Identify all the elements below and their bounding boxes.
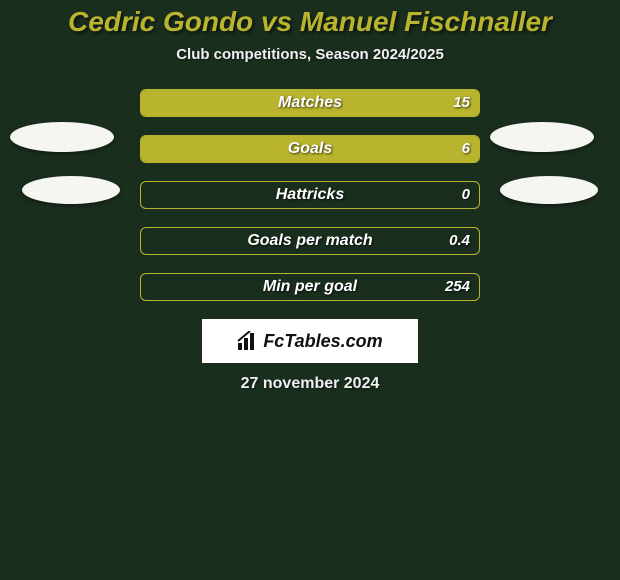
decorative-ellipse <box>22 176 120 204</box>
stat-value: 0 <box>462 181 470 209</box>
stat-row: Goals per match0.4 <box>0 227 620 255</box>
stat-track <box>140 135 480 163</box>
brand-text: FcTables.com <box>263 331 382 352</box>
stat-value: 254 <box>445 273 470 301</box>
comparison-title: Cedric Gondo vs Manuel Fischnaller <box>0 0 620 38</box>
brand-logo: FcTables.com <box>202 319 418 363</box>
decorative-ellipse <box>500 176 598 204</box>
stat-value: 15 <box>453 89 470 117</box>
comparison-subtitle: Club competitions, Season 2024/2025 <box>0 46 620 63</box>
footer-date: 27 november 2024 <box>0 375 620 393</box>
stat-value: 6 <box>462 135 470 163</box>
stat-row: Min per goal254 <box>0 273 620 301</box>
stat-value: 0.4 <box>449 227 470 255</box>
stat-row: Matches15 <box>0 89 620 117</box>
bars-icon <box>237 331 259 351</box>
stat-fill <box>141 136 479 162</box>
decorative-ellipse <box>10 122 114 152</box>
stat-track <box>140 181 480 209</box>
stat-track <box>140 89 480 117</box>
stat-track <box>140 273 480 301</box>
decorative-ellipse <box>490 122 594 152</box>
stat-track <box>140 227 480 255</box>
stat-fill <box>141 90 479 116</box>
